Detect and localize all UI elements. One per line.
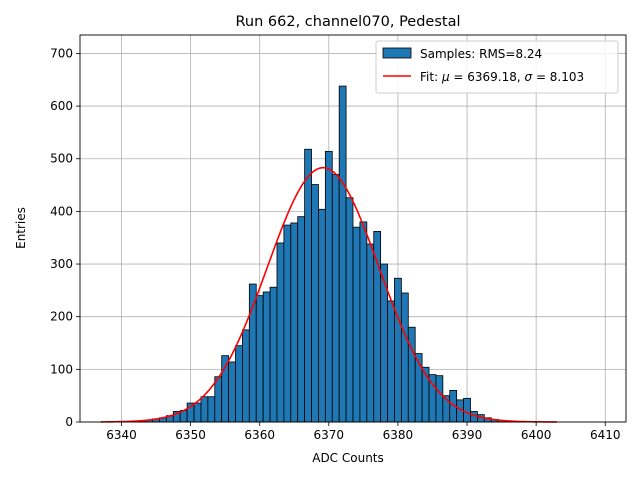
histogram-bar	[394, 277, 402, 423]
histogram-bar	[338, 85, 347, 423]
histogram-bar	[400, 292, 409, 423]
histogram-bar	[373, 230, 382, 423]
histogram-bar	[242, 329, 250, 423]
plot-frame	[79, 34, 627, 423]
histogram-bar	[228, 361, 236, 423]
y-tick-label: 100	[50, 362, 73, 376]
x-tick-label: 6360	[244, 428, 275, 442]
histogram-bar	[435, 375, 444, 423]
legend-hist-label: Samples: RMS=8.24	[420, 47, 542, 61]
x-tick-label: 6410	[590, 428, 621, 442]
legend-fit-mu-value: = 6369.18,	[450, 70, 525, 84]
y-tick-label: 700	[50, 46, 73, 60]
histogram-bar	[407, 326, 416, 423]
histogram-bar	[331, 174, 340, 423]
fit-curve	[100, 166, 557, 423]
legend-fit-prefix: Fit:	[420, 70, 442, 84]
histogram-bar	[463, 397, 471, 423]
x-tick-label: 6400	[521, 428, 552, 442]
legend-fit-sigma: σ	[525, 70, 533, 84]
legend-fit-mu: μ	[441, 70, 450, 84]
x-tick-label: 6350	[175, 428, 206, 442]
histogram-bar	[304, 148, 312, 423]
histogram-bar	[276, 242, 285, 423]
y-tick-label: 0	[65, 415, 73, 429]
histogram-bar	[359, 221, 368, 423]
histogram-bar	[318, 208, 326, 423]
histogram-bar	[345, 197, 354, 423]
histogram-bar	[235, 345, 243, 423]
y-tick-label: 300	[50, 257, 73, 271]
histogram-bar	[193, 402, 202, 423]
histogram-bar	[262, 291, 271, 423]
histogram-bar	[207, 396, 216, 423]
x-tick-label: 6380	[383, 428, 414, 442]
histogram-bar	[283, 224, 292, 423]
legend: Samples: RMS=8.24 Fit: μ = 6369.18, σ = …	[375, 40, 619, 94]
legend-hist-swatch	[382, 47, 412, 59]
histogram-bar	[366, 243, 375, 423]
y-tick-label: 500	[50, 152, 73, 166]
y-axis-ticks: 0 100 200 300 400 500 600 700	[50, 46, 80, 429]
y-tick-label: 400	[50, 204, 73, 218]
histogram-bar	[214, 376, 223, 423]
chart-title: Run 662, channel070, Pedestal	[235, 14, 460, 30]
histogram-bar	[387, 300, 395, 423]
y-axis-label: Entries	[14, 207, 28, 249]
y-tick-label: 200	[50, 310, 73, 324]
histogram-bar	[324, 150, 333, 423]
x-axis-label: ADC Counts	[312, 451, 384, 465]
legend-fit-sigma-value: = 8.103	[532, 70, 584, 84]
histogram-bar	[290, 222, 299, 423]
histogram-bar	[311, 184, 319, 423]
x-axis-ticks: 6340 6350 6360 6370 6380 6390 6400 6410	[106, 422, 621, 442]
histogram-bar	[255, 295, 264, 423]
legend-box	[375, 40, 619, 94]
histogram-bars	[131, 85, 527, 423]
x-tick-label: 6390	[452, 428, 483, 442]
y-tick-label: 600	[50, 99, 73, 113]
histogram-bar	[269, 286, 278, 423]
histogram-bar	[352, 226, 361, 423]
histogram-bar	[297, 216, 306, 423]
x-tick-label: 6370	[314, 428, 345, 442]
x-tick-label: 6340	[106, 428, 137, 442]
legend-fit-label: Fit: μ = 6369.18, σ = 8.103	[420, 70, 584, 84]
histogram-bar	[200, 396, 209, 423]
